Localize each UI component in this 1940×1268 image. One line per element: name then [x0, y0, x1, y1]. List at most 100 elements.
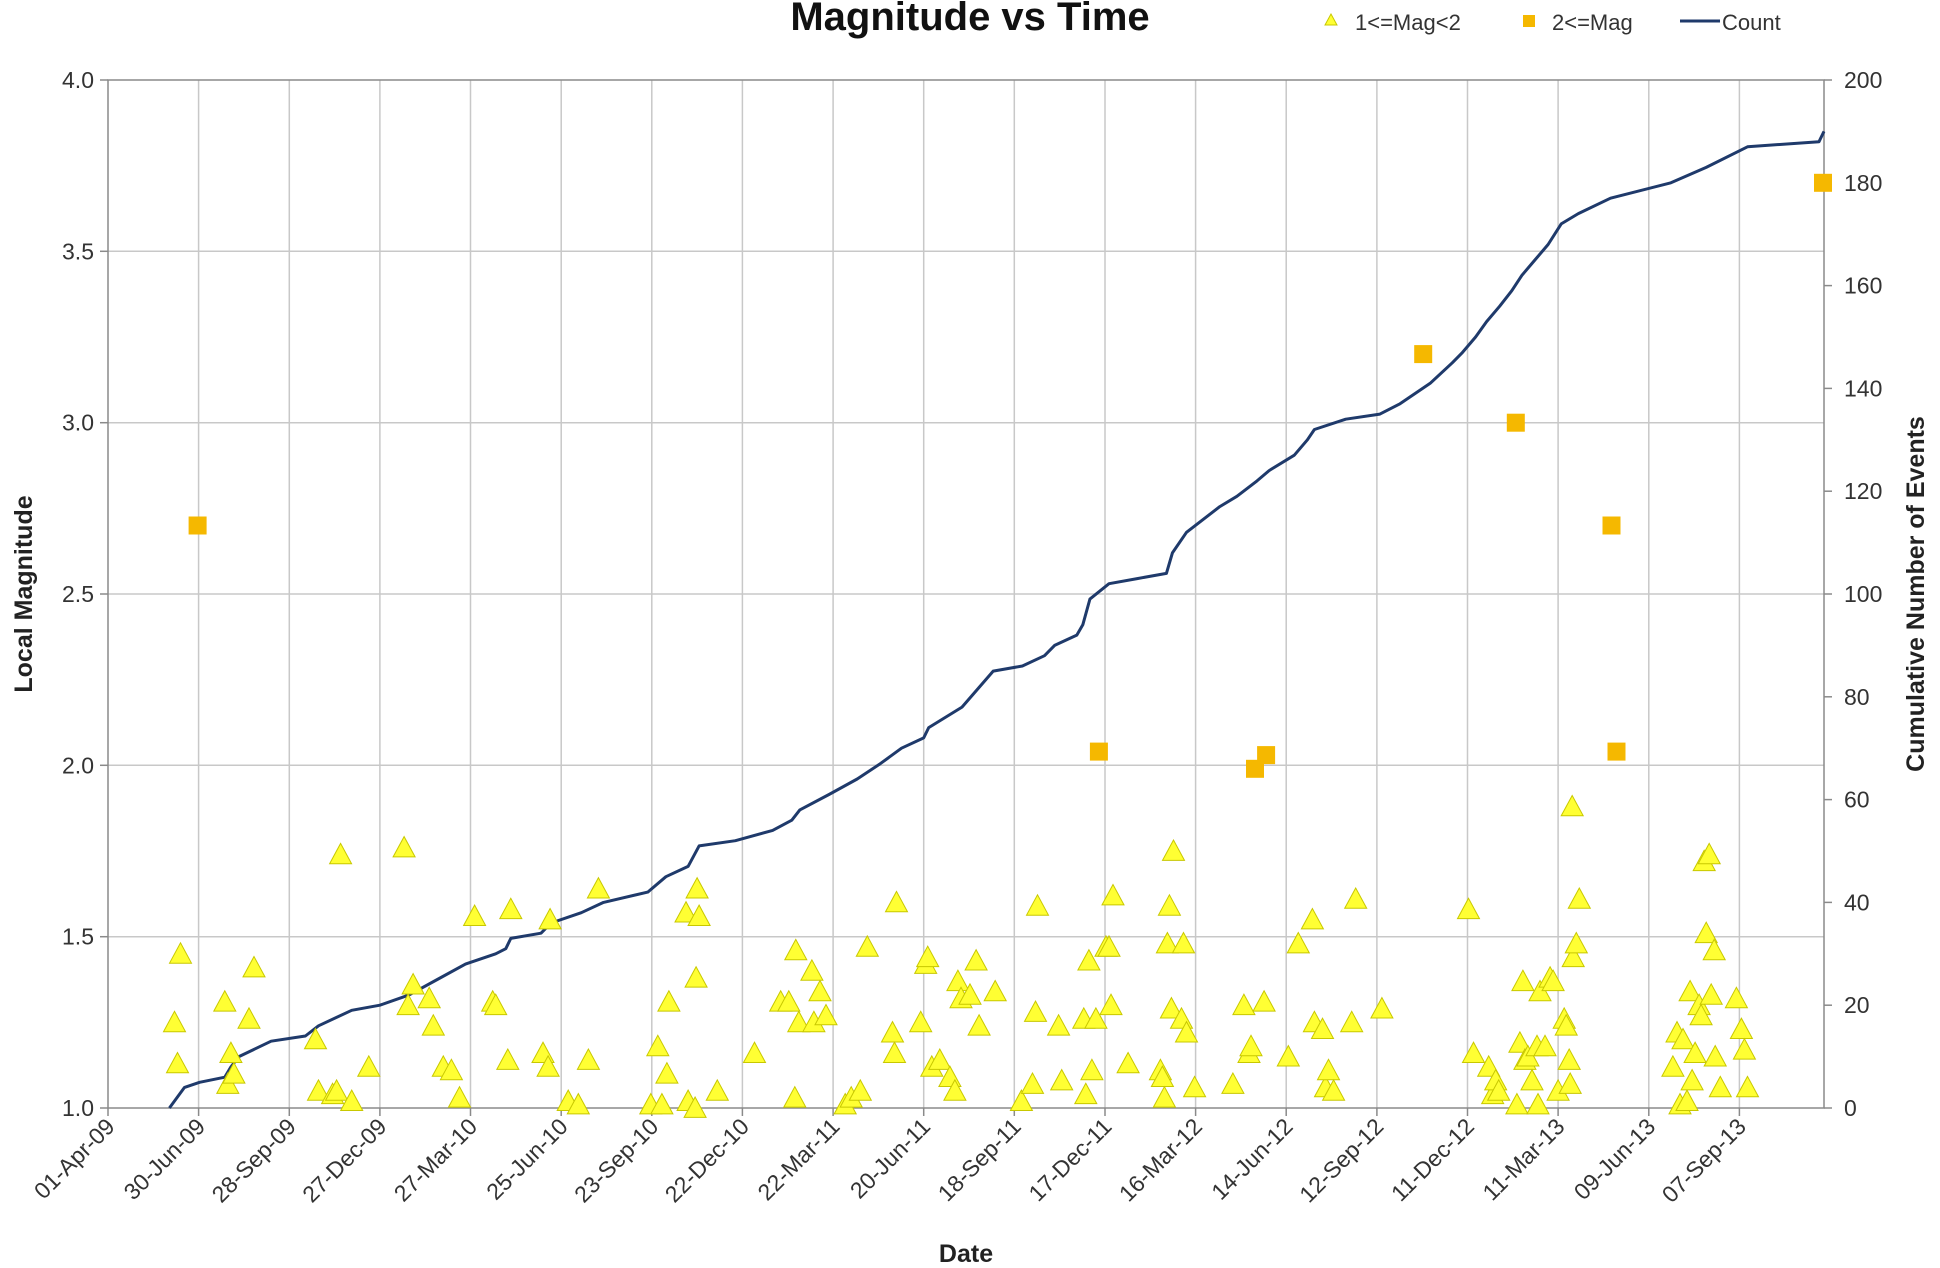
triangle-point — [1009, 1089, 1034, 1111]
triangle-point — [1020, 1071, 1045, 1094]
y-tick-label: 1.5 — [62, 924, 94, 950]
x-tick-label: 28-Sep-09 — [206, 1113, 300, 1207]
triangle-point — [421, 1013, 446, 1036]
triangle-point — [306, 1078, 331, 1101]
x-tick-label: 14-Jun-12 — [1206, 1113, 1298, 1205]
triangle-point — [1683, 1041, 1707, 1063]
triangle-point — [1152, 1085, 1177, 1108]
triangle-point — [1541, 969, 1565, 992]
triangle-point — [1046, 1013, 1071, 1036]
triangle-point — [1694, 921, 1719, 944]
triangle-point — [1708, 1075, 1733, 1098]
triangle-point — [1370, 996, 1394, 1019]
triangle-point — [1080, 1058, 1104, 1081]
triangle-point — [576, 1047, 601, 1070]
triangle-point — [586, 876, 611, 899]
triangle-point — [1221, 1071, 1245, 1094]
triangle-point — [1150, 1065, 1175, 1087]
legend-label-small: 1<=Mag<2 — [1355, 10, 1461, 35]
x-tick-label: 17-Dec-11 — [1023, 1113, 1116, 1206]
triangle-point — [1456, 897, 1481, 920]
triangle-point — [212, 989, 237, 1012]
triangle-point — [1252, 989, 1276, 1012]
triangle-point — [645, 1034, 670, 1057]
square-point — [1414, 345, 1433, 364]
triangle-point — [800, 958, 824, 981]
legend-label-large: 2<=Mag — [1552, 10, 1633, 35]
triangle-point — [1310, 1017, 1335, 1039]
triangle-point — [814, 1003, 838, 1026]
x-tick-label: 12-Sep-12 — [1294, 1113, 1388, 1207]
triangle-point — [1461, 1041, 1486, 1063]
x-tick-label: 27-Mar-10 — [389, 1113, 482, 1206]
triangle-point — [447, 1085, 472, 1108]
triangle-point — [685, 876, 709, 899]
triangle-point — [967, 1013, 991, 1036]
x-tick-label: 18-Sep-11 — [933, 1113, 1026, 1206]
triangle-point — [1557, 1047, 1582, 1070]
triangle-point — [324, 1078, 349, 1101]
triangle-point — [1533, 1034, 1557, 1057]
triangle-point — [782, 1085, 807, 1108]
triangle-point — [536, 1054, 560, 1077]
triangle-point — [462, 904, 487, 926]
triangle-point — [495, 1047, 520, 1070]
triangle-point — [783, 938, 808, 961]
triangle-point — [222, 1061, 246, 1084]
triangle-point — [1023, 1000, 1048, 1022]
triangle-point — [808, 979, 832, 1002]
triangle-point — [1680, 1068, 1704, 1091]
y2-axis-title: Cumulative Number of Events — [1902, 416, 1930, 772]
triangle-point — [1097, 934, 1121, 957]
x-tick-label: 09-Jun-13 — [1569, 1113, 1661, 1205]
triangle-point — [1321, 1078, 1346, 1101]
triangle-point — [1084, 1006, 1108, 1029]
triangle-point — [328, 842, 353, 865]
x-tick-label: 11-Dec-12 — [1386, 1113, 1479, 1206]
square-point — [1246, 759, 1264, 778]
triangle-point — [742, 1041, 767, 1063]
triangle-point — [1286, 931, 1311, 954]
triangle-point — [880, 1020, 905, 1043]
triangle-point — [1567, 886, 1592, 909]
y2-tick-label: 100 — [1844, 581, 1882, 607]
triangle-point — [908, 1010, 933, 1033]
triangle-point — [848, 1078, 873, 1101]
y2-tick-label: 160 — [1844, 273, 1882, 299]
triangle-point — [1729, 1017, 1754, 1039]
count-line — [168, 130, 1826, 1109]
triangle-point — [1505, 1092, 1529, 1115]
triangle-point — [655, 1061, 679, 1084]
triangle-point — [1116, 1051, 1140, 1074]
triangle-point — [983, 979, 1008, 1002]
triangle-point — [165, 1051, 190, 1074]
triangle-point — [392, 835, 416, 858]
triangle-point — [1476, 1054, 1501, 1077]
y-tick-label: 1.0 — [62, 1095, 94, 1121]
square-point — [1602, 516, 1621, 535]
square-point — [1607, 742, 1626, 761]
triangle-point — [943, 1078, 967, 1101]
triangle-point — [705, 1078, 730, 1101]
y2-tick-label: 40 — [1844, 889, 1870, 915]
triangle-point — [915, 945, 940, 968]
x-tick-label: 27-Dec-09 — [297, 1113, 391, 1207]
triangle-point — [683, 1095, 707, 1118]
triangle-point — [1232, 993, 1256, 1016]
triangle-point — [1099, 993, 1123, 1016]
triangle-point — [417, 986, 442, 1009]
triangle-point — [1564, 931, 1589, 954]
triangle-point — [1182, 1075, 1207, 1098]
x-tick-label: 23-Sep-10 — [569, 1113, 663, 1207]
triangle-point — [884, 890, 909, 913]
triangle-point — [531, 1041, 555, 1063]
triangle-point — [566, 1092, 591, 1115]
triangle-point — [657, 989, 681, 1012]
triangle-point — [1526, 1092, 1550, 1115]
triangle-point — [401, 972, 425, 995]
y-tick-label: 4.0 — [62, 67, 94, 93]
gridlines — [108, 80, 1824, 1108]
triangle-point — [1671, 1027, 1695, 1050]
triangle-point — [356, 1054, 381, 1077]
triangle-point — [1661, 1054, 1685, 1077]
